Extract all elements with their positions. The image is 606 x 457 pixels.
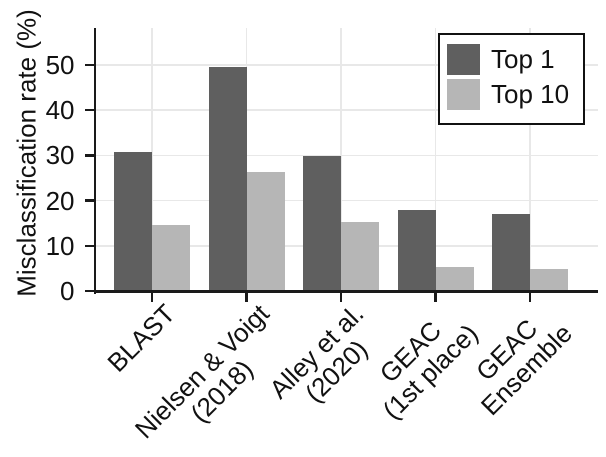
x-tick-2 — [339, 292, 343, 302]
bar-top-10-alley-et-al — [341, 221, 379, 291]
y-tick-label-30: 30 — [45, 140, 75, 171]
y-tick-label-0: 0 — [60, 276, 75, 306]
y-tick-20 — [84, 199, 94, 202]
gridline-y-40 — [96, 109, 598, 111]
x-tick-4 — [528, 292, 532, 302]
y-tick-50 — [84, 63, 94, 67]
x-axis-line — [93, 290, 598, 293]
gridline-y-50 — [96, 64, 598, 66]
legend-swatch-top10 — [447, 79, 480, 110]
bar-top-1-blast — [114, 152, 152, 291]
gridline-vertical-0 — [151, 28, 153, 291]
gridline-y-20 — [96, 199, 598, 202]
y-tick-0 — [84, 289, 94, 293]
x-tick-3 — [434, 292, 437, 302]
y-tick-10 — [84, 244, 94, 248]
legend-swatch-top1 — [447, 44, 480, 75]
legend-label-top10: Top 10 — [491, 79, 570, 109]
y-tick-label-10: 10 — [45, 230, 75, 261]
x-category-label-line: BLAST — [101, 298, 181, 378]
bar-top-10-nielsen-voigt — [246, 171, 285, 291]
gridline-vertical-2 — [340, 28, 342, 291]
x-tick-1 — [245, 292, 248, 302]
legend-item-top1: Top 1 — [447, 44, 577, 75]
bar-top-1-alley-et-al — [303, 155, 341, 291]
x-category-label-geac: GEAC Ensemble — [456, 299, 578, 421]
gridline-y-30 — [96, 154, 598, 157]
x-category-label-geac: GEAC (1st place) — [358, 299, 484, 425]
legend-label-top1: Top 1 — [491, 44, 555, 74]
y-tick-40 — [84, 108, 94, 112]
gridline-vertical-1 — [245, 28, 248, 291]
y-axis-line — [93, 28, 96, 294]
gridline-vertical-4 — [529, 28, 531, 291]
bar-top-1-geac — [492, 214, 530, 291]
y-tick-label-20: 20 — [45, 185, 75, 216]
bar-top-1-geac — [397, 209, 436, 291]
legend: Top 1 Top 10 — [438, 33, 585, 125]
x-tick-0 — [150, 292, 154, 302]
x-category-label-alley-et-al: Alley et al. (2020) — [263, 298, 388, 423]
bar-top-10-geac — [435, 267, 474, 291]
x-category-label-blast: BLAST — [101, 298, 181, 378]
y-tick-label-50: 50 — [45, 50, 75, 80]
y-tick-30 — [84, 154, 94, 157]
bar-top-10-blast — [152, 224, 190, 291]
bar-top-1-nielsen-voigt — [208, 67, 247, 291]
y-tick-label-40: 40 — [45, 95, 75, 126]
bar-top-10-geac — [530, 268, 568, 291]
legend-item-top10: Top 10 — [447, 79, 577, 110]
gridline-vertical-3 — [434, 28, 437, 291]
